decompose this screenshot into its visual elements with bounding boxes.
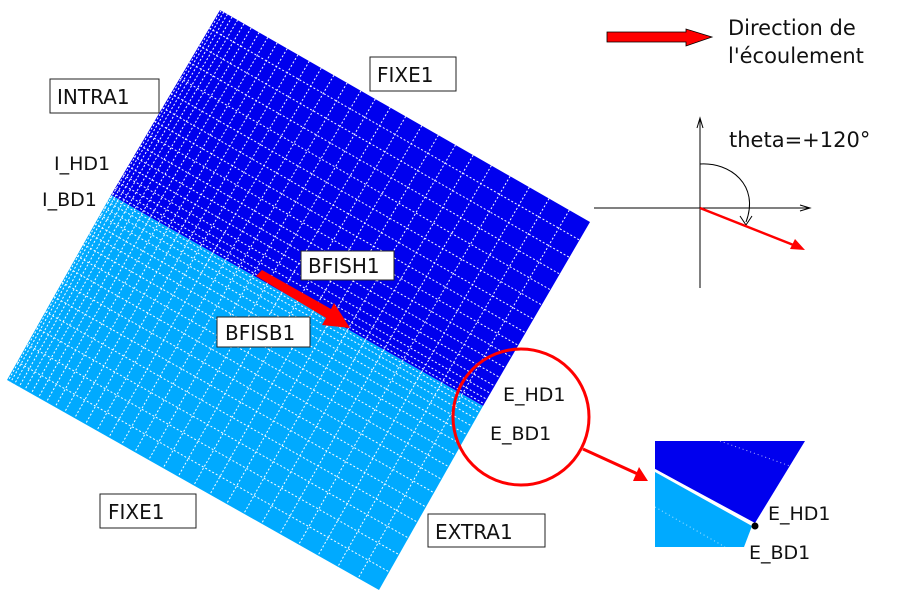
inset-interface-line [654,469,754,525]
mesh-grid-line [177,291,283,477]
mesh-grid-line [337,382,443,568]
mesh-grid-line [96,245,202,431]
mesh-grid-line [54,222,160,408]
angle-diagram [594,116,812,288]
label-fixe-bottom: FIXE1 [99,493,197,529]
mesh-grid-line [134,267,240,453]
mesh-grid-line [421,186,530,372]
mesh-grid-line [53,296,427,508]
corner-point [751,522,759,530]
label-extra: EXTRA1 [427,513,546,548]
red-arrow-icon [606,28,714,47]
label-text: EXTRA1 [435,520,513,544]
label-fixe-top: FIXE1 [369,56,457,92]
label-text: FIXE1 [377,63,433,87]
upper-mesh-region [111,10,590,406]
mesh-grid-line [37,212,143,398]
mesh-grid-line [357,393,463,579]
zoom-pointer-arrow [582,447,648,481]
mesh-grid-line [298,360,404,545]
mesh-grid-line [76,255,449,468]
mesh-grid-line [193,300,299,486]
mesh-grid-line [154,120,526,334]
mesh-grid-line [121,259,226,445]
inset-label-e-bd: E_BD1 [749,542,810,564]
mesh-grid-line [402,175,511,361]
lower-mesh-region [7,195,483,590]
theta-vector [699,206,797,248]
mesh-grid-line [179,77,551,291]
mesh-grid-line [30,208,136,394]
label-text: INTRA1 [57,85,130,109]
mesh-grid-line [243,329,349,514]
zoom-circle [451,347,591,487]
mesh-grid-line [188,61,561,275]
mesh-grid-line [108,252,214,438]
mesh-grid-line [109,196,483,409]
theta-arrow-head-icon [790,239,805,250]
mesh-grid-line [279,349,385,535]
mesh-grid-line [383,165,492,351]
label-e-bd: E_BD1 [490,423,551,445]
mesh-grid-line [45,217,151,403]
mesh-grid-line [61,281,435,494]
mesh-grid-line [170,92,542,306]
mesh-grid-line [118,181,491,394]
mesh-grid-line [198,45,570,258]
mesh-grid-line [162,283,268,469]
mesh-grid-line [7,195,113,381]
mesh-grid-line [69,268,442,480]
mesh-grid-line [16,361,390,573]
label-text: BFISH1 [308,254,380,278]
flow-direction-arrow [256,270,350,328]
label-e-hd: E_HD1 [503,384,566,406]
inset-lower-region [655,472,752,547]
label-i-bd: I_BD1 [42,189,97,211]
label-i-hd: I_HD1 [54,153,110,175]
mesh-grid-line [441,198,550,383]
mesh-grid-line [261,339,366,524]
mesh-grid-line [13,198,119,385]
inset-zoom: E_HD1 E_BD1 [654,440,831,564]
flow-legend: Direction de l'écoulement [606,16,864,68]
mesh-grid-line [18,201,124,388]
mesh-grid-line [347,144,456,330]
mesh-grid-line [226,319,331,505]
angle-arc [699,163,751,223]
label-intra: INTRA1 [49,78,160,114]
theta-label: theta=+120° [729,128,870,152]
mesh-grid-line [36,327,409,539]
mesh-grid-line [74,233,180,419]
mesh-grid-line [365,154,474,340]
mesh-grid-line [83,243,456,456]
label-bfish: BFISH1 [300,250,395,281]
mesh-grid-line [146,133,519,346]
mesh-grid-line [84,239,190,425]
y-axis-arrow-icon [696,116,704,129]
x-axis-arrow-icon [799,204,812,212]
mesh-grid-line [162,107,534,320]
mesh-grid-line [317,371,423,556]
mesh-grid-line [148,275,254,461]
mesh-grid-line [103,207,477,420]
mesh-grid-line [10,196,116,383]
mesh-grid-line [64,227,169,413]
mesh-grid-line [209,309,315,495]
mesh-grid-line [26,343,400,556]
mesh-grid-line [45,311,418,523]
mesh-grid-line [107,201,480,414]
legend-line1: Direction de [728,16,856,40]
label-bfisb: BFISB1 [216,316,311,348]
mesh-grid-line [24,204,130,391]
inset-upper-region [655,441,805,523]
lower-mesh-grid [7,195,483,579]
inset-label-e-hd: E_HD1 [768,503,831,525]
label-text: FIXE1 [108,500,164,524]
label-text: BFISB1 [225,321,295,345]
mesh-grid-line [209,27,580,241]
legend-line2: l'écoulement [728,44,864,68]
